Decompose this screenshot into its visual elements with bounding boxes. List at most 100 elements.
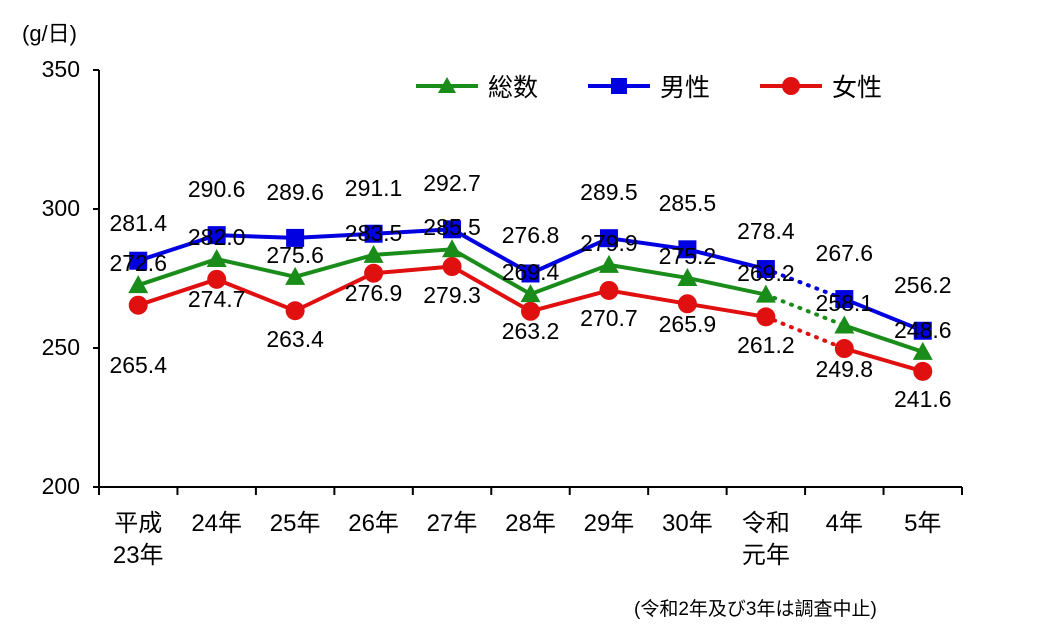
triangle-marker-icon [285, 266, 306, 285]
series-line-square [843, 297, 924, 333]
circle-marker-icon [913, 361, 933, 381]
data-label: 265.4 [109, 352, 167, 379]
x-category-label: 平成 23年 [98, 508, 178, 572]
data-label: 272.6 [109, 250, 167, 277]
circle-marker-icon [834, 339, 854, 359]
data-label: 285.5 [423, 214, 481, 241]
data-label: 275.2 [658, 242, 717, 269]
data-label: 241.6 [893, 386, 952, 413]
x-category-label: 5年 [883, 508, 963, 540]
x-category-label-line: 30年 [662, 510, 713, 537]
square-marker-icon [286, 228, 305, 247]
data-label: 276.9 [344, 280, 403, 307]
triangle-marker-icon [834, 315, 855, 334]
data-label: 290.6 [187, 176, 246, 203]
circle-marker-icon [521, 301, 540, 321]
y-tick-label: 350 [41, 56, 80, 82]
data-label: 261.2 [737, 331, 795, 358]
data-label: 256.2 [893, 271, 952, 298]
data-label: 276.8 [501, 222, 560, 249]
circle-marker-icon [207, 269, 227, 289]
legend-item-female: 女性 [758, 68, 882, 104]
x-category-label: 27年 [412, 508, 492, 540]
x-category-label: 25年 [255, 508, 335, 540]
data-label: 258.1 [815, 290, 874, 317]
x-category-label: 30年 [647, 508, 727, 540]
data-label: 279.9 [580, 229, 638, 256]
x-category-label-line: 27年 [426, 510, 478, 537]
y-axis-unit-label: (g/日) [22, 21, 78, 46]
y-tick-label: 300 [41, 195, 80, 221]
x-category-label-line: 23年 [112, 542, 164, 569]
circle-marker-icon [599, 280, 619, 300]
data-label: 279.3 [423, 281, 481, 308]
legend-label-female: 女性 [832, 74, 883, 102]
y-tick-label: 200 [41, 473, 80, 499]
series-line-circle [843, 346, 924, 374]
square-marker-icon [207, 226, 226, 245]
triangle-marker-icon [442, 239, 463, 258]
triangle-marker-icon [755, 284, 776, 303]
square-marker-icon [599, 229, 618, 248]
data-label: 275.6 [266, 241, 324, 268]
circle-marker-icon [128, 295, 148, 315]
data-label: 281.4 [109, 209, 167, 236]
legend-item-total: 総数 [414, 68, 538, 104]
x-category-label: 4年 [804, 508, 884, 540]
data-label: 292.7 [423, 170, 481, 197]
circle-marker-icon [285, 301, 305, 321]
triangle-marker-icon [363, 244, 384, 263]
triangle-marker-icon [128, 275, 149, 294]
square-marker-icon [443, 220, 462, 239]
y-tick-label: 250 [41, 334, 80, 360]
square-marker-icon [756, 260, 775, 279]
circle-marker-icon [756, 307, 776, 327]
data-label: 269.4 [501, 259, 560, 286]
data-label: 249.8 [815, 355, 874, 382]
data-label: 282.0 [187, 224, 246, 251]
data-label: 274.7 [187, 286, 246, 313]
data-label: 283.5 [344, 219, 403, 246]
x-category-label: 26年 [334, 508, 414, 540]
x-category-label-line: 26年 [348, 510, 399, 537]
x-category-label-line: 24年 [191, 510, 243, 537]
data-label: 263.2 [501, 318, 560, 345]
square-marker-icon [521, 264, 540, 283]
data-label: 289.5 [580, 179, 638, 206]
data-label: 285.5 [658, 190, 717, 217]
series-gap-dotted-line [763, 314, 847, 351]
triangle-marker-icon [206, 249, 227, 268]
x-category-label: 24年 [177, 508, 257, 540]
survey-suspension-note: (令和2年及び3年は調査中止) [634, 599, 877, 620]
triangle-marker-icon [912, 341, 933, 360]
series-gap-dotted-line [763, 292, 847, 328]
data-label: 270.7 [580, 305, 638, 332]
x-category-label: 29年 [569, 508, 649, 540]
x-category-label-line: 平成 [114, 510, 163, 537]
square-marker-icon [129, 251, 148, 270]
series-line-triangle [843, 323, 924, 354]
x-category-label-line: 令和 [741, 510, 790, 537]
data-label: 289.6 [266, 178, 324, 205]
series-gap-dotted-line [763, 267, 847, 302]
x-category-label-line: 25年 [269, 510, 321, 537]
data-label: 267.6 [815, 240, 874, 267]
x-category-label-line: 4年 [825, 510, 863, 537]
data-label: 291.1 [344, 174, 403, 201]
x-category-label-line: 29年 [583, 510, 635, 537]
data-label: 263.4 [266, 325, 324, 352]
legend-item-male: 男性 [586, 68, 710, 104]
x-category-label: 令和 元年 [726, 508, 806, 572]
triangle-marker-icon [414, 74, 480, 98]
data-label: 278.4 [737, 218, 795, 245]
x-category-label: 28年 [491, 508, 571, 540]
square-marker-icon [678, 240, 697, 259]
data-label: 265.9 [658, 310, 717, 337]
circle-marker-icon [758, 74, 824, 98]
triangle-marker-icon [598, 254, 619, 273]
circle-marker-icon [442, 257, 462, 277]
square-marker-icon [586, 74, 652, 98]
square-marker-icon [835, 290, 854, 309]
